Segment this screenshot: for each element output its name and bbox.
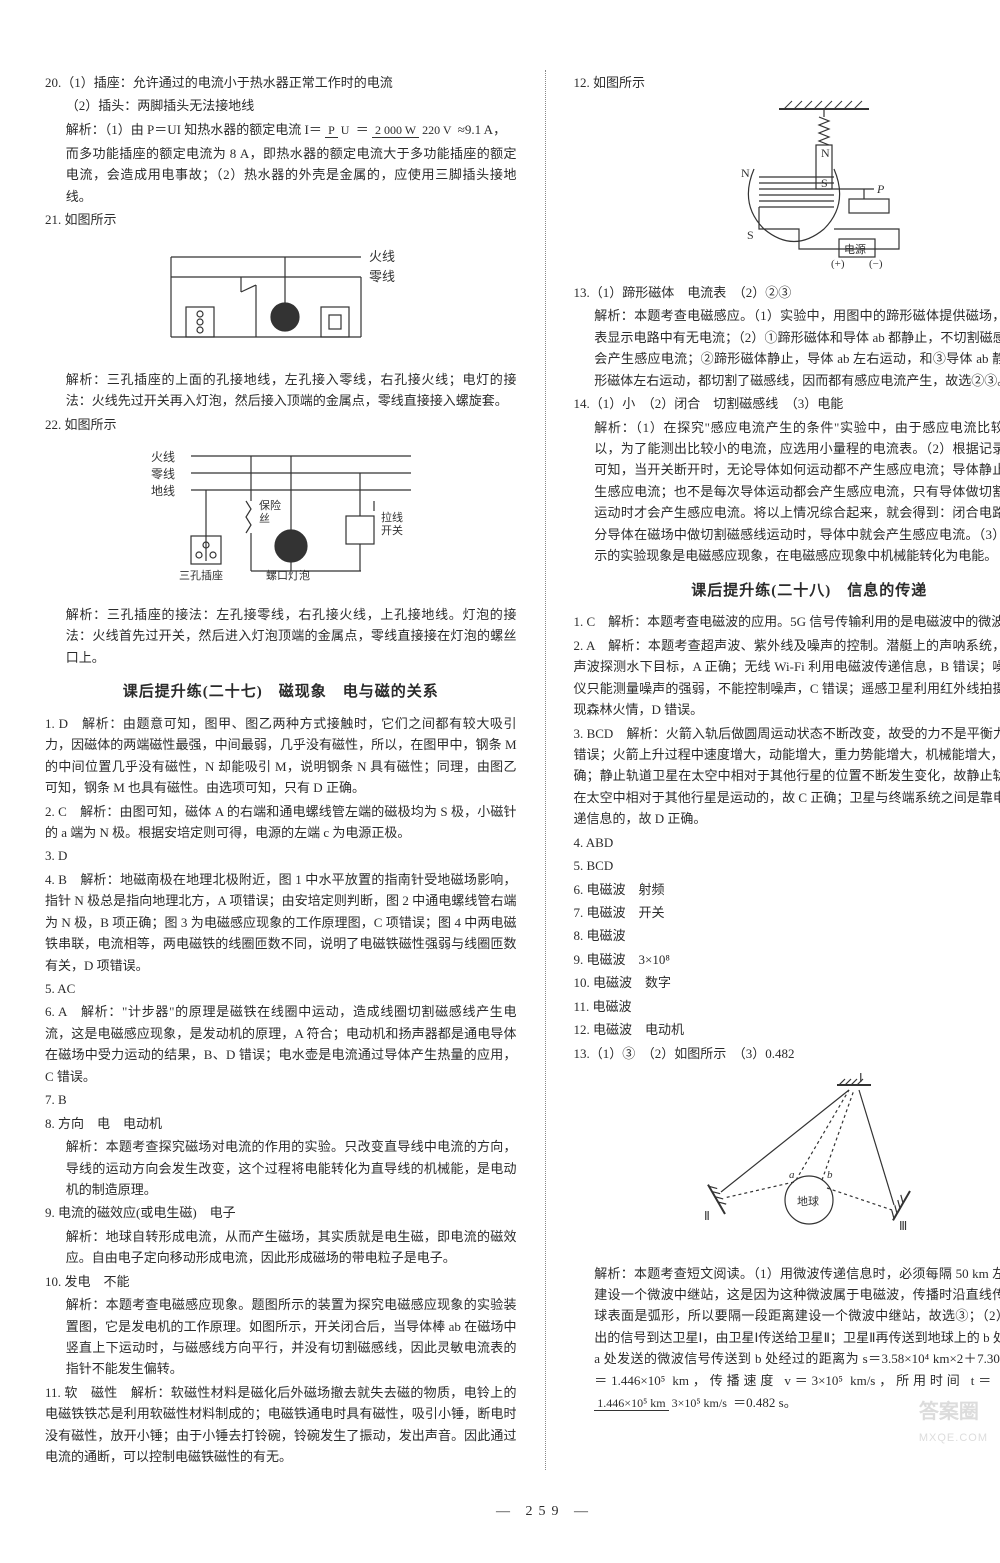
l-sk: 三孔插座 — [179, 568, 223, 582]
frac-r2: 1.446×10⁵ km3×10⁵ km/s — [594, 1394, 730, 1414]
column-divider — [545, 70, 546, 1470]
s27-q10: 10. 发电 不能 — [45, 1271, 517, 1292]
s27-q4: 4. B 解析：地磁南极在地理北极附近，图 1 中水平放置的指南针受地磁场影响，… — [45, 869, 517, 976]
section-27-title: 课后提升练(二十七) 磁现象 电与磁的关系 — [45, 680, 517, 705]
r-q14: 14.（1）小 （2）闭合 切割磁感线 （3）电能 — [574, 393, 1000, 414]
figure-r12: N S N S P 电源 (+) (−) — [574, 99, 1000, 275]
q21-explain: 解析：三孔插座的上面的孔接地线，左孔接入零线，右孔接火线；电灯的接法：火线先过开… — [45, 369, 517, 412]
l-s2: S — [747, 228, 754, 242]
s28-q3: 3. BCD 解析：火箭入轨后做圆周运动状态不断改变，故受的力不是平衡力，故 A… — [574, 723, 1000, 830]
s27-q9: 9. 电流的磁效应(或电生磁) 电子 — [45, 1202, 517, 1223]
l-b: b — [827, 1169, 833, 1181]
right-column: 12. 如图所示 — [574, 70, 1000, 1470]
left-column: 20.（1）插座：允许通过的电流小于热水器正常工作时的电流 （2）插头：两脚插头… — [45, 70, 517, 1470]
s28-q2: 2. A 解析：本题考查超声波、紫外线及噪声的控制。潜艇上的声呐系统，利用超声波… — [574, 635, 1000, 721]
s28-q11: 11. 电磁波 — [574, 996, 1000, 1017]
t: 解析：（1）由 P＝UI 知热水器的额定电流 I＝ — [66, 122, 322, 137]
s28-q9: 9. 电磁波 3×10⁸ — [574, 949, 1000, 970]
svg-text:丝: 丝 — [259, 512, 270, 525]
q20-explain2: 而多功能插座的额定电流为 8 A，即热水器的额定电流大于多功能插座的额定电流，会… — [45, 143, 517, 207]
s27-q3: 3. D — [45, 845, 517, 866]
l-dy: 电源 — [844, 242, 866, 256]
l-p: P — [876, 182, 885, 196]
l-earth: 地球 — [797, 1194, 819, 1208]
l-minus: (−) — [869, 258, 883, 269]
s28-q6: 6. 电磁波 射频 — [574, 879, 1000, 900]
l-ling: 零线 — [151, 467, 175, 481]
q20-explain1: 解析：（1）由 P＝UI 知热水器的额定电流 I＝ PU ＝ 2 000 W22… — [45, 119, 517, 141]
l-n2: N — [741, 166, 750, 180]
l-bx: 保险 — [259, 498, 281, 512]
s27-q11: 11. 软 磁性 解析：软磁性材料是磁化后外磁场撤去就失去磁的物质，电铃上的电磁… — [45, 1382, 517, 1468]
s28-q5: 5. BCD — [574, 855, 1000, 876]
l-III: Ⅲ — [899, 1219, 907, 1233]
s27-q1: 1. D 解析：由题意可知，图甲、图乙两种方式接触时，它们之间都有较大吸引力，因… — [45, 713, 517, 799]
svg-text:开关: 开关 — [381, 523, 403, 537]
s27-q5: 5. AC — [45, 978, 517, 999]
s28-q12: 12. 电磁波 电动机 — [574, 1019, 1000, 1040]
l-huo: 火线 — [151, 450, 175, 464]
two-column-layout: 20.（1）插座：允许通过的电流小于热水器正常工作时的电流 （2）插头：两脚插头… — [45, 70, 1000, 1470]
s27-q2: 2. C 解析：由图可知，磁体 A 的右端和通电螺线管左端的磁极均为 S 极，小… — [45, 801, 517, 844]
l-n1: N — [821, 146, 830, 160]
s28-q13: 13.（1）③ （2）如图所示 （3）0.482 — [574, 1043, 1000, 1064]
figure-21: 火线 零线 — [45, 237, 517, 363]
l-kg: 拉线 — [381, 510, 403, 524]
s28-q10: 10. 电磁波 数字 — [574, 972, 1000, 993]
page-number: — 259 — — [45, 1500, 1000, 1523]
figure-22: 火线 零线 地线 三孔插座 螺口灯泡 保险 丝 拉线 开关 — [45, 441, 517, 597]
label-huo: 火线 — [369, 249, 395, 264]
l-plus: (+) — [831, 258, 845, 269]
s27-q10ex: 解析：本题考查电磁感应现象。题图所示的装置为探究电磁感应现象的实验装置图，它是发… — [45, 1294, 517, 1380]
r-q14ex: 解析：（1）在探究"感应电流产生的条件"实验中，由于感应电流比较小，所以，为了能… — [574, 417, 1000, 567]
frac1: PU — [325, 121, 352, 141]
r-q12: 12. 如图所示 — [574, 72, 1000, 93]
r-q13: 13.（1）蹄形磁体 电流表 （2）②③ — [574, 282, 1000, 303]
figure-r13: 地球 Ⅰ Ⅱ Ⅲ a b — [574, 1070, 1000, 1256]
s27-q9ex: 解析：地球自转形成电流，从而产生磁场，其实质就是电生磁，即电流的磁效应。自由电子… — [45, 1226, 517, 1269]
s28-q1: 1. C 解析：本题考查电磁波的应用。5G 信号传输利用的是电磁波中的微波。 — [574, 611, 1000, 632]
l-s1: S — [821, 176, 828, 190]
s27-q6: 6. A 解析："计步器"的原理是磁铁在线圈中运动，造成线圈切割磁感线产生电流，… — [45, 1001, 517, 1087]
l-lk: 螺口灯泡 — [266, 568, 310, 582]
label-ling: 零线 — [369, 269, 395, 284]
s28-q7: 7. 电磁波 开关 — [574, 902, 1000, 923]
q20-line2: （2）插头：两脚插头无法接地线 — [45, 95, 517, 116]
l-I: Ⅰ — [859, 1071, 863, 1085]
l-II: Ⅱ — [704, 1209, 710, 1223]
q22: 22. 如图所示 — [45, 414, 517, 435]
s27-q8: 8. 方向 电 电动机 — [45, 1113, 517, 1134]
t: 解析：本题考查短文阅读。（1）用微波传递信息时，必须每隔 50 km 左右就要建… — [594, 1266, 1000, 1388]
t: ＝ — [356, 122, 369, 137]
s28-q13ex: 解析：本题考查短文阅读。（1）用微波传递信息时，必须每隔 50 km 左右就要建… — [574, 1263, 1000, 1414]
t: ＝0.482 s。 — [733, 1395, 797, 1410]
l-a: a — [789, 1169, 795, 1181]
s27-q7: 7. B — [45, 1089, 517, 1110]
q22-explain: 解析：三孔插座的接法：左孔接零线，右孔接火线，上孔接地线。灯泡的接法：火线首先过… — [45, 604, 517, 668]
frac2: 2 000 W220 V — [372, 121, 455, 141]
r-q13ex: 解析：本题考查电磁感应。（1）实验中，用图中的蹄形磁体提供磁场，用电流表显示电路… — [574, 305, 1000, 391]
s28-q4: 4. ABD — [574, 832, 1000, 853]
l-di: 地线 — [151, 484, 175, 498]
s28-q8: 8. 电磁波 — [574, 925, 1000, 946]
t: ≈9.1 A， — [458, 122, 506, 137]
q20-line1: 20.（1）插座：允许通过的电流小于热水器正常工作时的电流 — [45, 72, 517, 93]
section-28-title: 课后提升练(二十八) 信息的传递 — [574, 579, 1000, 604]
q21: 21. 如图所示 — [45, 209, 517, 230]
watermark: 答案圈 MXQE.COM — [919, 1396, 988, 1447]
s27-q8ex: 解析：本题考查探究磁场对电流的作用的实验。只改变直导线中电流的方向，导线的运动方… — [45, 1136, 517, 1200]
